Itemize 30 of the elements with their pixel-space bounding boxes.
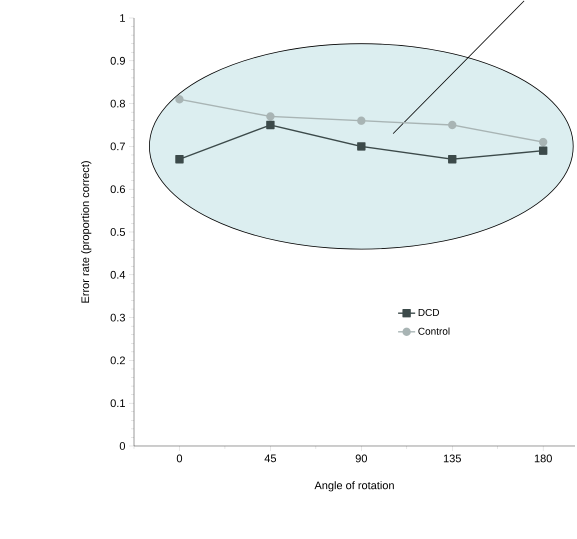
y-tick-label: 0.8: [110, 100, 125, 108]
point: [538, 146, 548, 155]
y-tick-label: 0.7: [110, 142, 125, 150]
x-axis-title: Angle of rotation: [314, 481, 394, 492]
point: [538, 138, 548, 146]
y-tick-label: 0.1: [110, 399, 125, 408]
y-tick-label: 0.4: [110, 270, 126, 279]
x-tick-label: 135: [444, 454, 461, 462]
y-tick-label: 0.2: [110, 356, 125, 364]
point: [175, 155, 184, 164]
point: [266, 120, 275, 130]
legend-label: DCD: [418, 308, 440, 316]
y-tick-label: 1: [120, 14, 125, 22]
x-tick-label: 180: [534, 454, 552, 462]
point: [448, 155, 456, 164]
point: [266, 112, 275, 121]
point: [175, 95, 184, 104]
x-tick-label: 90: [356, 454, 367, 462]
x-tick-label: 0: [176, 454, 182, 462]
y-tick-label: 0.6: [110, 185, 125, 194]
x-tick-label: 45: [264, 454, 276, 462]
point: [448, 120, 456, 130]
y-tick-label: 0.5: [110, 228, 125, 236]
y-tick-label: 0.3: [110, 314, 125, 322]
y-tick-label: 0: [120, 442, 126, 450]
y-tick-label: 0.9: [110, 56, 125, 65]
legend-label: Control: [418, 327, 450, 335]
y-axis-title: Error rate (proportion correct): [81, 161, 92, 303]
point: [357, 142, 366, 151]
point: [357, 116, 366, 125]
